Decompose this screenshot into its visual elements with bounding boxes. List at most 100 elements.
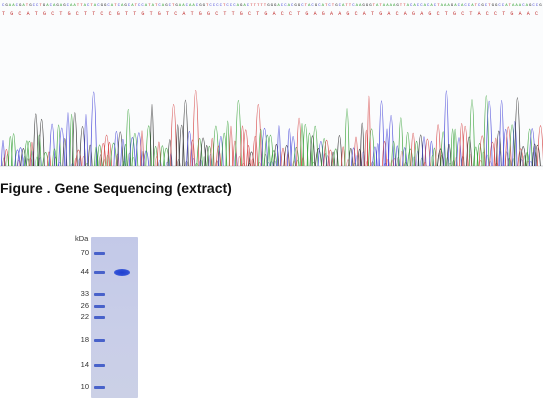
svg-text:C: C bbox=[107, 4, 110, 8]
svg-text:T: T bbox=[84, 11, 87, 17]
svg-text:T: T bbox=[26, 4, 29, 8]
svg-text:C: C bbox=[141, 4, 144, 8]
svg-text:G: G bbox=[207, 11, 210, 17]
svg-text:T: T bbox=[371, 11, 374, 17]
svg-text:A: A bbox=[407, 4, 410, 8]
svg-text:C: C bbox=[128, 4, 131, 8]
svg-text:G: G bbox=[366, 4, 369, 8]
svg-text:C: C bbox=[67, 4, 70, 8]
svg-text:C: C bbox=[318, 4, 321, 8]
svg-text:G: G bbox=[141, 11, 144, 17]
svg-text:A: A bbox=[356, 4, 359, 8]
svg-text:C: C bbox=[36, 4, 39, 8]
svg-text:T: T bbox=[475, 4, 478, 8]
marker-band-70 bbox=[94, 252, 105, 255]
svg-text:A: A bbox=[444, 4, 447, 8]
svg-text:C: C bbox=[536, 4, 539, 8]
gel-unit-label: kDa bbox=[75, 234, 89, 243]
svg-text:C: C bbox=[486, 11, 489, 17]
svg-text:A: A bbox=[338, 11, 341, 17]
svg-text:T: T bbox=[148, 4, 151, 8]
svg-text:T: T bbox=[59, 11, 62, 17]
svg-text:C: C bbox=[87, 4, 90, 8]
marker-band-10 bbox=[94, 386, 105, 389]
svg-text:C: C bbox=[76, 11, 79, 17]
svg-text:T: T bbox=[488, 4, 491, 8]
svg-text:A: A bbox=[243, 4, 246, 8]
svg-text:C: C bbox=[535, 11, 538, 17]
svg-text:T: T bbox=[437, 4, 440, 8]
svg-text:A: A bbox=[526, 4, 529, 8]
svg-text:C: C bbox=[216, 4, 219, 8]
svg-text:T: T bbox=[332, 4, 335, 8]
svg-text:A: A bbox=[27, 11, 30, 17]
svg-text:T: T bbox=[35, 11, 38, 17]
svg-text:G: G bbox=[101, 4, 104, 8]
svg-text:G: G bbox=[428, 11, 431, 17]
svg-text:A: A bbox=[441, 4, 444, 8]
svg-text:C: C bbox=[339, 4, 342, 8]
svg-text:C: C bbox=[220, 4, 223, 8]
ladder-label-22: 22 bbox=[80, 312, 89, 321]
chromatogram-peaks bbox=[1, 90, 543, 167]
svg-text:C: C bbox=[284, 4, 287, 8]
svg-text:C: C bbox=[420, 4, 423, 8]
svg-text:C: C bbox=[434, 4, 437, 8]
svg-text:C: C bbox=[468, 4, 471, 8]
svg-text:T: T bbox=[509, 4, 512, 8]
svg-text:A: A bbox=[288, 4, 291, 8]
marker-band-14 bbox=[94, 364, 105, 367]
svg-text:A: A bbox=[478, 11, 481, 17]
marker-band-22 bbox=[94, 316, 105, 319]
svg-text:G: G bbox=[529, 4, 532, 8]
svg-text:T: T bbox=[305, 4, 308, 8]
svg-text:C: C bbox=[478, 4, 481, 8]
svg-text:A: A bbox=[359, 4, 362, 8]
svg-text:G: G bbox=[29, 4, 32, 8]
ladder-label-10: 10 bbox=[80, 382, 89, 391]
svg-text:C: C bbox=[158, 4, 161, 8]
svg-text:A: A bbox=[505, 4, 508, 8]
svg-text:A: A bbox=[182, 4, 185, 8]
svg-text:T: T bbox=[345, 4, 348, 8]
svg-text:A: A bbox=[314, 11, 317, 17]
sds-page-gel-figure: kDa 70 44 33 26 22 18 14 10 bbox=[72, 234, 138, 400]
svg-text:C: C bbox=[437, 11, 440, 17]
svg-text:A: A bbox=[447, 4, 450, 8]
svg-text:T: T bbox=[257, 4, 260, 8]
ladder-label-26: 26 bbox=[80, 301, 89, 310]
figure-caption: Figure . Gene Sequencing (extract) bbox=[0, 180, 232, 196]
svg-text:G: G bbox=[451, 4, 454, 8]
svg-text:C: C bbox=[138, 4, 141, 8]
svg-text:G: G bbox=[199, 4, 202, 8]
svg-text:G: G bbox=[240, 11, 243, 17]
svg-text:T: T bbox=[2, 11, 5, 17]
svg-text:A: A bbox=[376, 4, 379, 8]
svg-text:A: A bbox=[430, 4, 433, 8]
svg-text:G: G bbox=[369, 4, 372, 8]
svg-text:G: G bbox=[362, 4, 365, 8]
svg-text:T: T bbox=[90, 4, 93, 8]
svg-text:A: A bbox=[330, 11, 333, 17]
marker-band-44 bbox=[94, 271, 105, 274]
svg-text:A: A bbox=[527, 11, 530, 17]
svg-text:G: G bbox=[56, 4, 59, 8]
svg-text:A: A bbox=[73, 4, 76, 8]
svg-text:A: A bbox=[12, 4, 15, 8]
svg-text:G: G bbox=[492, 4, 495, 8]
svg-text:C: C bbox=[118, 4, 121, 8]
svg-text:A: A bbox=[189, 4, 192, 8]
svg-text:A: A bbox=[454, 4, 457, 8]
svg-text:G: G bbox=[10, 11, 13, 17]
svg-text:T: T bbox=[445, 11, 448, 17]
svg-text:T: T bbox=[250, 4, 253, 8]
svg-text:A: A bbox=[121, 4, 124, 8]
svg-text:T: T bbox=[297, 11, 300, 17]
svg-text:C: C bbox=[169, 4, 172, 8]
svg-text:G: G bbox=[298, 4, 301, 8]
svg-text:C: C bbox=[502, 4, 505, 8]
svg-text:A: A bbox=[512, 4, 515, 8]
svg-text:C: C bbox=[311, 4, 314, 8]
